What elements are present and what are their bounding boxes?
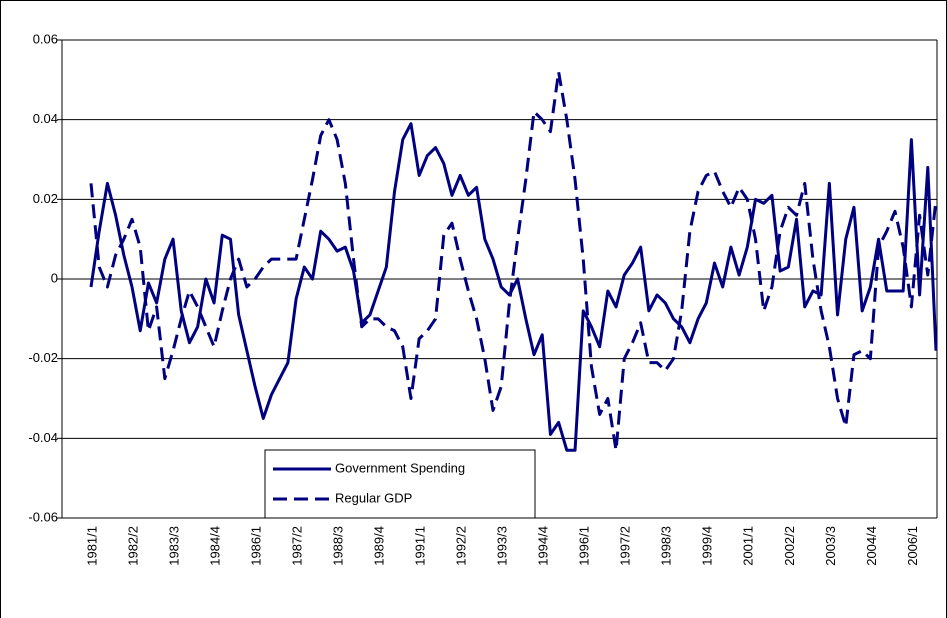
x-tick-label: 1982/2	[125, 526, 140, 566]
x-tick-label: 1996/1	[577, 526, 592, 566]
y-tick-label: 0.02	[33, 191, 58, 206]
series-line	[89, 122, 938, 452]
y-tick-label: 0	[51, 270, 58, 285]
x-tick-label: 2004/4	[864, 526, 879, 566]
y-tick-label: -0.02	[28, 350, 58, 365]
series-line	[89, 70, 938, 452]
y-tick-label: -0.04	[28, 430, 58, 445]
x-tick-label: 1981/1	[84, 526, 99, 566]
x-tick-label: 1989/4	[372, 526, 387, 566]
x-tick-label: 1991/1	[413, 526, 428, 566]
legend-label: Regular GDP	[335, 490, 412, 505]
x-tick-label: 1999/4	[700, 526, 715, 566]
legend-box	[264, 449, 536, 519]
x-tick-label: 1984/4	[207, 526, 222, 566]
x-tick-label: 2006/1	[905, 526, 920, 566]
y-tick-label: 0.06	[33, 31, 58, 46]
x-tick-label: 2003/3	[823, 526, 838, 566]
x-tick-label: 2001/1	[741, 526, 756, 566]
legend-label: Government Spending	[335, 460, 465, 475]
x-tick-label: 1992/2	[454, 526, 469, 566]
x-tick-label: 1997/2	[618, 526, 633, 566]
x-tick-label: 1988/3	[331, 526, 346, 566]
x-tick-label: 1993/3	[495, 526, 510, 566]
x-tick-label: 1986/1	[249, 526, 264, 566]
x-tick-label: 2002/2	[782, 526, 797, 566]
x-tick-label: 1983/3	[166, 526, 181, 566]
x-tick-label: 1987/2	[290, 526, 305, 566]
y-tick-label: 0.04	[33, 111, 58, 126]
x-tick-label: 1994/4	[536, 526, 551, 566]
x-tick-label: 1998/3	[659, 526, 674, 566]
y-tick-label: -0.06	[28, 509, 58, 524]
